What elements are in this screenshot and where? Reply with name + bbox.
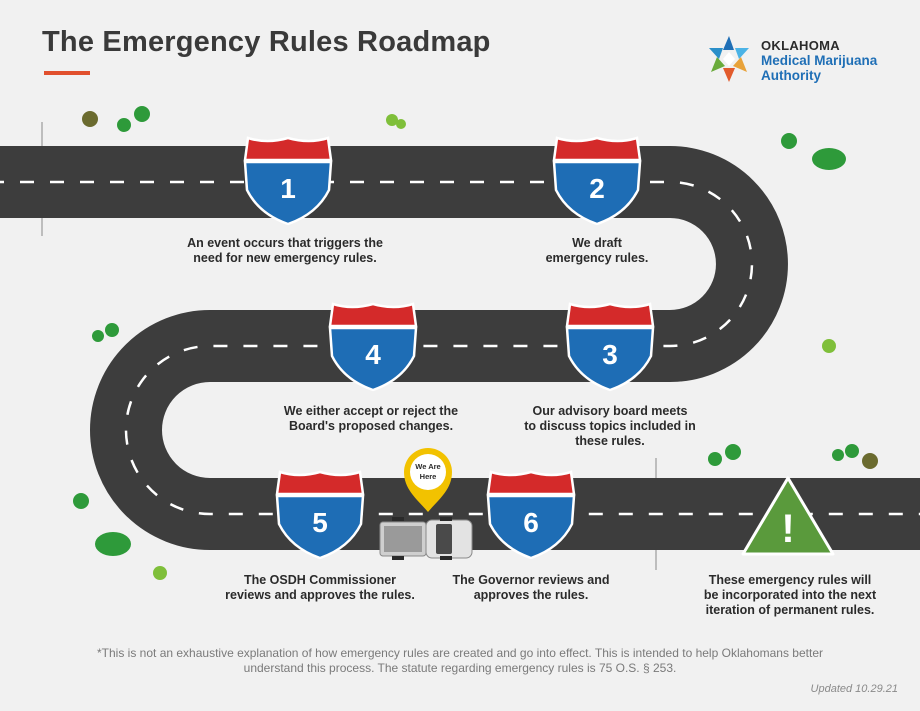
logo-name-line2: Authority	[761, 68, 821, 83]
location-marker-icon: We Are Here	[404, 448, 452, 512]
final-caption: These emergency rules will be incorporat…	[703, 573, 877, 617]
marker-line2: Here	[420, 472, 437, 481]
step-2-shield-icon: 2	[552, 136, 642, 226]
step-4-number: 4	[365, 339, 381, 370]
step-5-caption: The OSDH Commissioner reviews and approv…	[225, 573, 415, 602]
logo-name-line1: Medical Marijuana	[761, 53, 878, 68]
road-surface	[0, 146, 920, 550]
step-2-caption: We draft emergency rules.	[545, 236, 649, 265]
step-4-shield-icon: 4	[328, 302, 418, 392]
footnote: *This is not an exhaustive explanation o…	[97, 646, 823, 675]
step-4-caption: We either accept or reject the Board's p…	[283, 404, 459, 433]
truck-icon	[379, 517, 473, 560]
step-3-shield-icon: 3	[565, 302, 655, 392]
title-underline	[44, 71, 90, 75]
step-5-number: 5	[312, 507, 328, 538]
star-logo-icon	[709, 36, 749, 82]
omma-logo: OKLAHOMA Medical Marijuana Authority	[703, 34, 903, 84]
step-1-caption: An event occurs that triggers the need f…	[187, 236, 383, 265]
step-2-number: 2	[589, 173, 605, 204]
step-6-number: 6	[523, 507, 539, 538]
step-1-shield-icon: 1	[243, 136, 333, 226]
step-5-shield-icon: 5	[275, 470, 365, 560]
marker-line1: We Are	[415, 462, 440, 471]
warning-symbol: !	[781, 507, 794, 551]
logo-name: Medical Marijuana Authority	[761, 53, 877, 83]
updated-date: Updated 10.29.21	[810, 683, 898, 695]
logo-org: OKLAHOMA	[761, 38, 840, 53]
step-1-number: 1	[280, 173, 296, 204]
step-6-shield-icon: 6	[486, 470, 576, 560]
warning-sign-icon: !	[741, 476, 835, 556]
bush-icon	[73, 106, 878, 580]
step-3-caption: Our advisory board meets to discuss topi…	[524, 404, 696, 448]
road-center-dashes	[0, 180, 920, 516]
step-3-number: 3	[602, 339, 618, 370]
step-6-caption: The Governor reviews and approves the ru…	[452, 573, 610, 602]
page-title: The Emergency Rules Roadmap	[42, 26, 491, 58]
